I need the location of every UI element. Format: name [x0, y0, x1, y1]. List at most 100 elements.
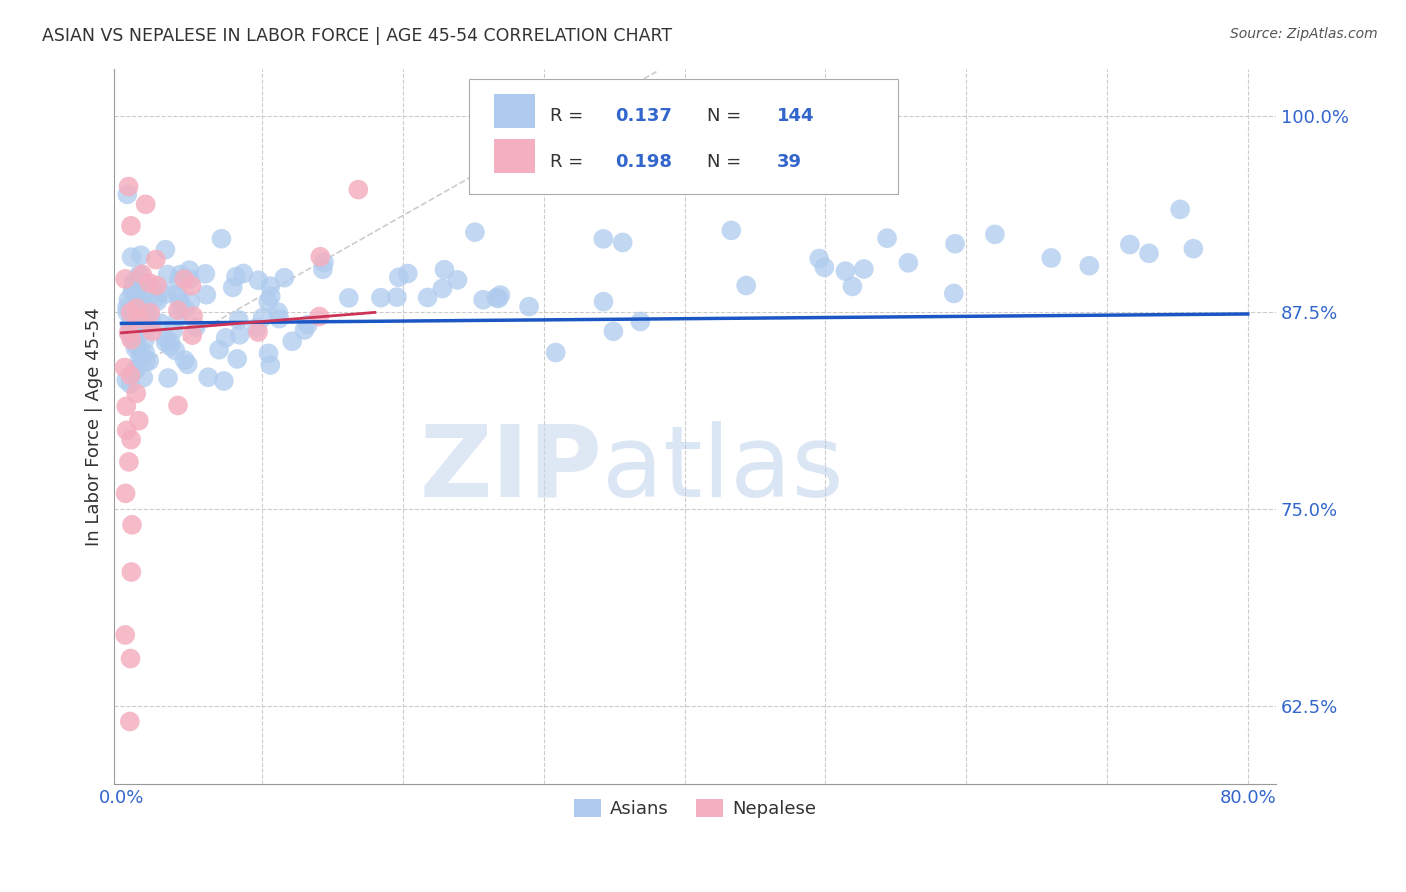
Point	[943, 236, 966, 251]
Point	[127, 271, 149, 285]
Point	[125, 338, 148, 352]
Point	[984, 227, 1007, 242]
Point	[120, 312, 142, 326]
Point	[165, 343, 187, 358]
Point	[131, 324, 153, 338]
Bar	[495, 139, 534, 173]
Point	[169, 268, 191, 282]
Point	[115, 424, 138, 438]
Point	[208, 343, 231, 357]
Text: N =: N =	[707, 107, 747, 126]
Point	[433, 262, 456, 277]
Point	[167, 310, 190, 325]
Point	[1040, 251, 1063, 265]
Point	[257, 346, 280, 360]
Point	[159, 334, 181, 349]
Point	[117, 293, 139, 307]
Point	[125, 301, 148, 315]
Point	[125, 386, 148, 401]
Text: N =: N =	[707, 153, 747, 170]
Point	[246, 320, 269, 334]
Point	[309, 250, 332, 264]
Point	[370, 291, 392, 305]
Point	[1168, 202, 1191, 217]
Point	[212, 374, 235, 388]
Point	[145, 252, 167, 267]
Point	[592, 232, 614, 246]
Point	[135, 354, 157, 368]
Point	[124, 326, 146, 341]
Point	[115, 305, 138, 319]
Point	[273, 270, 295, 285]
Point	[544, 345, 567, 359]
Point	[139, 311, 162, 326]
Point	[117, 179, 139, 194]
Point	[131, 268, 153, 282]
Point	[139, 306, 162, 320]
Point	[464, 225, 486, 239]
Point	[385, 290, 408, 304]
Point	[117, 326, 139, 340]
Point	[120, 368, 142, 383]
Point	[388, 270, 411, 285]
Point	[127, 306, 149, 320]
Point	[260, 289, 283, 303]
Point	[195, 287, 218, 301]
Text: Source: ZipAtlas.com: Source: ZipAtlas.com	[1230, 27, 1378, 41]
Point	[118, 714, 141, 729]
Point	[162, 323, 184, 337]
Point	[128, 267, 150, 281]
Point	[232, 267, 254, 281]
Point	[167, 273, 190, 287]
Point	[134, 321, 156, 335]
Point	[122, 309, 145, 323]
Point	[120, 651, 142, 665]
Point	[120, 377, 142, 392]
Point	[176, 357, 198, 371]
Point	[155, 335, 177, 350]
Text: 0.137: 0.137	[614, 107, 672, 126]
Point	[592, 294, 614, 309]
Point	[134, 333, 156, 347]
Point	[267, 305, 290, 319]
Point	[114, 272, 136, 286]
Point	[131, 315, 153, 329]
Point	[488, 292, 510, 306]
Point	[222, 280, 245, 294]
Point	[252, 310, 274, 325]
Point	[122, 276, 145, 290]
Point	[174, 301, 197, 316]
Point	[167, 292, 190, 306]
Point	[347, 183, 370, 197]
Text: atlas: atlas	[602, 421, 844, 518]
Point	[247, 325, 270, 339]
Point	[281, 334, 304, 349]
Point	[472, 293, 495, 307]
Point	[125, 282, 148, 296]
Point	[159, 339, 181, 353]
Point	[146, 278, 169, 293]
Point	[308, 310, 330, 324]
Point	[602, 324, 624, 338]
Point	[127, 312, 149, 326]
Point	[118, 318, 141, 333]
Point	[294, 323, 316, 337]
Point	[166, 286, 188, 301]
Point	[131, 296, 153, 310]
Point	[155, 286, 177, 301]
Point	[157, 371, 180, 385]
Point	[337, 291, 360, 305]
Bar	[495, 94, 534, 128]
Point	[180, 278, 202, 293]
Point	[122, 276, 145, 290]
Point	[155, 243, 177, 257]
Point	[120, 327, 142, 342]
Text: 144: 144	[776, 107, 814, 126]
Point	[257, 294, 280, 309]
Point	[125, 327, 148, 342]
Point	[247, 273, 270, 287]
Point	[149, 285, 172, 299]
Point	[628, 314, 651, 328]
Point	[517, 300, 540, 314]
Point	[120, 219, 142, 233]
